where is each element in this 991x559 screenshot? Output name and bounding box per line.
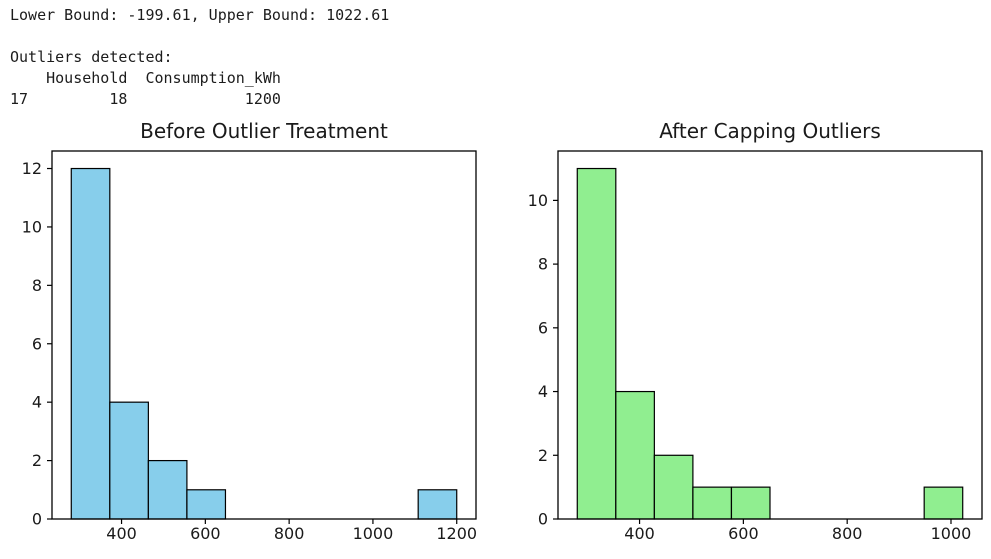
outliers-label: Outliers detected: bbox=[10, 48, 173, 66]
x-tick-label: 800 bbox=[274, 524, 305, 543]
console-output: Lower Bound: -199.61, Upper Bound: 1022.… bbox=[10, 5, 389, 110]
histogram-after-canvas: 400 600 800 1000 0 2 4 6 8 10 bbox=[528, 150, 983, 543]
axes-frame bbox=[51, 150, 477, 520]
y-tick-label: 8 bbox=[32, 276, 42, 295]
y-tick-label: 4 bbox=[538, 382, 548, 401]
histogram-bar bbox=[576, 167, 617, 520]
histogram-bar bbox=[186, 489, 227, 520]
histogram-bar bbox=[615, 390, 655, 520]
y-tick-label: 6 bbox=[538, 318, 548, 337]
chart-title-after: After Capping Outliers bbox=[659, 119, 881, 143]
bounds-line: Lower Bound: -199.61, Upper Bound: 1022.… bbox=[10, 6, 390, 24]
histogram-bar bbox=[730, 486, 771, 520]
histogram-bar bbox=[417, 489, 458, 520]
chart-before-outlier-treatment: Before Outlier Treatment 400 600 800 1000 12… bbox=[0, 115, 496, 559]
outliers-table-header: Household Consumption_kWh bbox=[10, 69, 281, 87]
y-tick-label: 10 bbox=[528, 191, 548, 210]
x-tick-label: 400 bbox=[624, 524, 655, 543]
histogram-bar bbox=[70, 167, 111, 520]
histogram-bar bbox=[923, 486, 964, 520]
histogram-bar bbox=[653, 454, 694, 520]
y-tick-label: 2 bbox=[32, 451, 42, 470]
x-tick-label: 1000 bbox=[931, 524, 972, 543]
histogram-bar bbox=[692, 486, 733, 520]
histogram-bar bbox=[147, 459, 188, 520]
x-tick-label: 1000 bbox=[353, 524, 394, 543]
y-tick-label: 4 bbox=[32, 393, 42, 412]
y-tick-label: 6 bbox=[32, 334, 42, 353]
x-tick-label: 1200 bbox=[436, 524, 477, 543]
x-tick-label: 600 bbox=[190, 524, 221, 543]
x-tick-label: 400 bbox=[106, 524, 137, 543]
y-tick-label: 10 bbox=[22, 217, 42, 236]
outliers-table-row: 17 18 1200 bbox=[10, 90, 281, 108]
y-tick-label: 2 bbox=[538, 446, 548, 465]
axes-frame bbox=[557, 150, 983, 520]
y-tick-label: 0 bbox=[32, 510, 42, 529]
y-tick-label: 12 bbox=[22, 159, 42, 178]
histogram-before-canvas: 400 600 800 1000 1200 0 2 4 6 8 10 12 bbox=[22, 150, 477, 543]
blank-line bbox=[10, 26, 389, 47]
y-tick-label: 8 bbox=[538, 255, 548, 274]
y-tick-label: 0 bbox=[538, 510, 548, 529]
x-tick-label: 800 bbox=[832, 524, 863, 543]
histogram-bar bbox=[109, 401, 149, 520]
chart-after-capping-outliers: After Capping Outliers 400 600 800 1000 0 2 4 6… bbox=[495, 115, 991, 559]
chart-title-before: Before Outlier Treatment bbox=[140, 119, 388, 143]
x-tick-label: 600 bbox=[728, 524, 759, 543]
